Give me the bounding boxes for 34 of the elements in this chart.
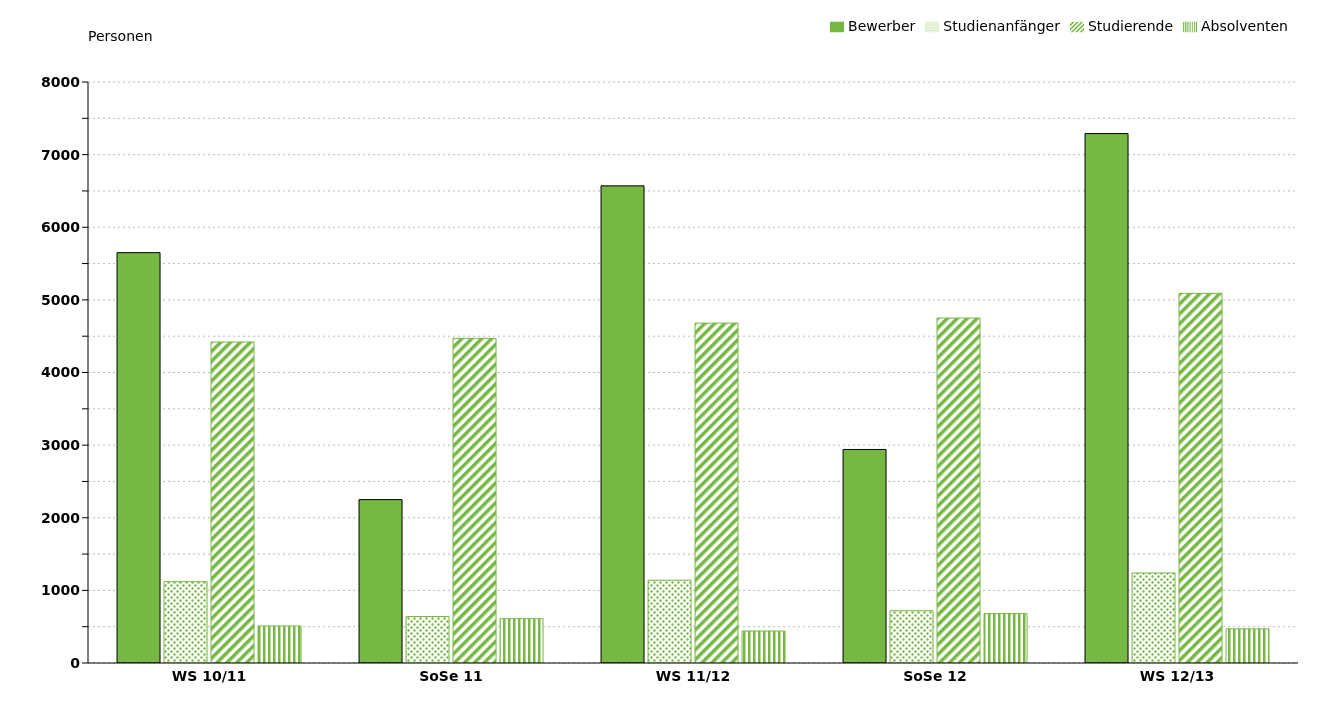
bar: [741, 630, 786, 663]
bar: [499, 618, 544, 663]
y-tick-label: 3000: [41, 437, 81, 454]
legend-label: Bewerber: [848, 18, 916, 34]
y-tick-label: 8000: [41, 73, 81, 90]
x-tick-label: SoSe 12: [903, 667, 967, 684]
bar: [647, 579, 692, 663]
bar: [694, 322, 739, 663]
y-tick-label: 7000: [41, 146, 81, 163]
x-tick-label: SoSe 11: [419, 667, 483, 684]
bar: [1131, 572, 1176, 663]
bar: [210, 341, 255, 663]
y-tick-label: 0: [70, 654, 81, 671]
y-tick-label: 5000: [41, 291, 81, 308]
x-tick-label: WS 12/13: [1139, 667, 1215, 684]
bar: [889, 610, 934, 663]
bar: [983, 613, 1028, 663]
y-tick-label: 2000: [41, 509, 81, 526]
y-tick-label: 4000: [41, 364, 81, 381]
bar: [163, 581, 208, 663]
bar: [1178, 292, 1223, 663]
bar: [1225, 628, 1270, 663]
y-tick-label: 6000: [41, 219, 81, 236]
x-tick-label: WS 11/12: [655, 667, 731, 684]
bar: [936, 317, 981, 663]
legend-label: Studienanfänger: [943, 18, 1060, 34]
legend-label: Absolventen: [1201, 18, 1288, 34]
x-tick-label: WS 10/11: [171, 667, 247, 684]
bar: [452, 337, 497, 663]
y-tick-label: 1000: [41, 582, 81, 599]
bar: [257, 625, 302, 663]
bar: [405, 616, 450, 663]
legend-label: Studierende: [1087, 18, 1174, 34]
y-axis-title: Personen: [88, 28, 153, 44]
